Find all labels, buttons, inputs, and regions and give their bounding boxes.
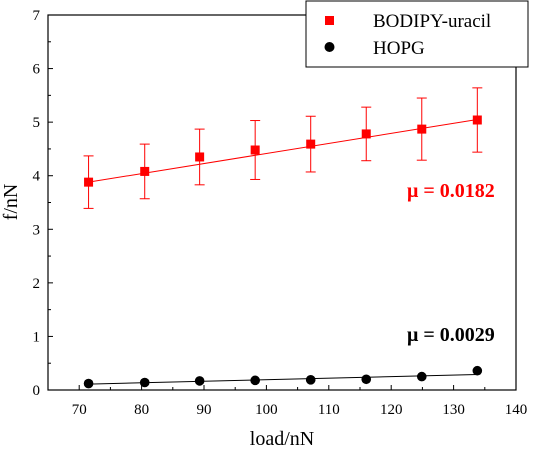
y-tick-label: 0 — [33, 383, 41, 399]
y-tick-label: 5 — [33, 115, 41, 131]
fit-line-bodipy — [88, 118, 478, 183]
x-tick-label: 70 — [72, 402, 87, 418]
y-axis: 0 1 2 3 4 5 6 7 — [33, 8, 53, 399]
y-tick-label: 3 — [33, 222, 41, 238]
x-tick-label: 100 — [255, 402, 278, 418]
x-tick-label: 110 — [318, 402, 340, 418]
data-point-bodipy — [250, 145, 260, 155]
data-point-hopg — [194, 376, 205, 386]
data-point-hopg — [305, 375, 316, 385]
x-axis: 70 80 90 100 110 120 130 140 — [72, 385, 528, 418]
x-tick-label: 80 — [134, 402, 149, 418]
y-tick-label: 6 — [33, 62, 41, 78]
x-tick-label: 120 — [380, 402, 403, 418]
y-tick-label: 2 — [33, 276, 41, 292]
data-point-bodipy — [361, 129, 371, 139]
annotation-mu-bodipy: μ = 0.0182 — [407, 180, 495, 202]
x-tick-label: 130 — [442, 402, 465, 418]
x-axis-label: load/nN — [250, 428, 314, 450]
fit-lines — [88, 118, 478, 385]
data-point-bodipy — [84, 177, 94, 187]
y-axis-label: f/nN — [0, 184, 22, 221]
x-tick-label: 140 — [505, 402, 528, 418]
y-tick-label: 1 — [33, 329, 41, 345]
data-point-hopg — [361, 374, 372, 385]
data-markers — [83, 115, 483, 389]
legend-label-bodipy: BODIPY-uracil — [373, 11, 491, 32]
fit-line-hopg — [88, 373, 478, 385]
legend-label-hopg: HOPG — [373, 38, 425, 59]
data-point-bodipy — [472, 115, 482, 125]
y-tick-label: 7 — [33, 8, 41, 24]
legend-box — [305, 0, 529, 68]
y-tick-label: 4 — [33, 169, 41, 185]
data-point-bodipy — [140, 166, 150, 176]
x-tick-label: 90 — [197, 402, 212, 418]
data-point-bodipy — [417, 124, 427, 134]
legend-marker-hopg — [324, 42, 335, 52]
data-point-hopg — [472, 365, 483, 376]
data-point-hopg — [250, 375, 260, 386]
data-point-hopg — [83, 378, 94, 389]
legend-marker-bodipy — [325, 16, 334, 25]
data-point-hopg — [139, 377, 150, 388]
data-point-hopg — [416, 371, 427, 382]
data-point-bodipy — [195, 152, 205, 162]
data-point-bodipy — [306, 139, 316, 149]
annotation-mu-hopg: μ = 0.0029 — [407, 324, 495, 346]
